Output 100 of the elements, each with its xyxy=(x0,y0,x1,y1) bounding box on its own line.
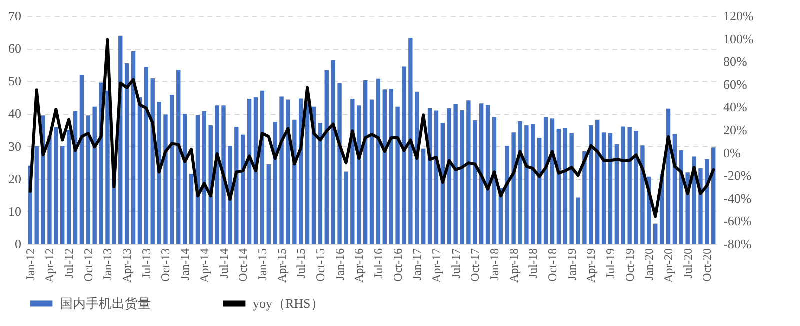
bar xyxy=(396,106,400,244)
bar xyxy=(582,151,587,244)
x-tick-label: Jan-16 xyxy=(332,248,347,280)
y-tick-label: 30 xyxy=(8,138,22,154)
bar xyxy=(602,132,606,244)
bar xyxy=(447,108,452,244)
bar xyxy=(531,124,536,244)
x-tick-label: Jan-12 xyxy=(23,248,38,280)
bar xyxy=(106,90,110,244)
y-tick-label: 50 xyxy=(8,74,22,89)
bar xyxy=(382,90,387,244)
x-tick-label: Jul-19 xyxy=(603,248,618,278)
bar xyxy=(421,148,426,244)
bar xyxy=(54,127,58,244)
y-tick-label: 60 xyxy=(8,41,22,56)
bar xyxy=(376,78,381,244)
bar xyxy=(486,105,490,244)
x-tick-label: Apr-18 xyxy=(506,248,521,283)
bar xyxy=(621,126,626,244)
y2-tick-label: -20% xyxy=(724,168,752,184)
y-tick-label: 40 xyxy=(8,106,22,122)
bar xyxy=(266,164,271,244)
bar xyxy=(331,60,336,244)
bar xyxy=(189,174,194,244)
x-tick-label: Jul-20 xyxy=(680,248,695,278)
y-tick-label: 0 xyxy=(15,236,22,252)
x-tick-label: Oct-18 xyxy=(545,248,560,282)
y-tick-label: 10 xyxy=(8,204,22,219)
bar xyxy=(273,122,278,244)
bar xyxy=(408,38,413,244)
bar xyxy=(596,120,600,244)
bar xyxy=(324,70,329,244)
bar xyxy=(370,100,374,244)
x-tick-label: Apr-19 xyxy=(584,248,598,283)
bar xyxy=(589,125,594,244)
bar xyxy=(222,106,226,244)
bar xyxy=(576,198,580,244)
legend-label: 国内手机出货量 xyxy=(60,296,151,311)
x-tick-label: Apr-20 xyxy=(661,248,676,283)
y2-tick-label: 0% xyxy=(724,145,741,160)
x-tick-label: Jul-15 xyxy=(294,248,308,278)
bar xyxy=(634,130,638,244)
bar xyxy=(170,95,174,244)
y-tick-label: 70 xyxy=(8,8,22,24)
y2-tick-label: 40% xyxy=(724,100,748,115)
x-tick-label: Jul-18 xyxy=(526,248,540,278)
x-tick-label: Apr-17 xyxy=(429,248,444,283)
bar xyxy=(544,117,548,244)
x-tick-label: Oct-16 xyxy=(390,248,405,282)
bar xyxy=(614,144,620,244)
x-tick-label: Jul-17 xyxy=(448,248,463,278)
bar xyxy=(48,136,52,244)
bar xyxy=(164,114,168,244)
x-tick-label: Apr-13 xyxy=(120,248,134,283)
bar xyxy=(280,96,284,244)
bar xyxy=(512,132,516,244)
y2-tick-label: -60% xyxy=(724,214,752,229)
bar xyxy=(363,80,368,244)
x-tick-label: Oct-14 xyxy=(236,248,250,282)
bar xyxy=(712,148,716,244)
x-tick-label: Jan-13 xyxy=(100,248,115,280)
bar xyxy=(138,97,142,244)
x-tick-label: Apr-12 xyxy=(42,248,57,283)
x-tick-label: Jan-15 xyxy=(255,248,270,280)
bar xyxy=(479,104,484,244)
bar xyxy=(466,100,471,244)
bar xyxy=(570,133,574,244)
bar xyxy=(524,125,529,244)
bar xyxy=(215,106,220,244)
x-tick-label: Oct-13 xyxy=(158,248,173,282)
y2-tick-label: 120% xyxy=(724,8,754,24)
y-tick-label: 20 xyxy=(8,171,22,186)
line-series xyxy=(28,38,716,218)
x-tick-label: Apr-15 xyxy=(274,248,289,283)
bar xyxy=(247,99,252,244)
y2-tick-label: 60% xyxy=(724,76,748,92)
bar xyxy=(124,64,130,244)
bar xyxy=(608,133,613,244)
bar xyxy=(402,66,406,244)
bar xyxy=(556,129,562,244)
bar xyxy=(473,120,478,244)
bar xyxy=(434,110,439,244)
bar xyxy=(640,146,645,244)
y2-tick-label: 80% xyxy=(724,54,748,70)
bar xyxy=(344,172,348,244)
y2-tick-label: -80% xyxy=(724,236,752,252)
bar xyxy=(240,134,246,244)
x-tick-label: Oct-20 xyxy=(700,248,714,282)
bar xyxy=(34,146,39,244)
bar xyxy=(454,104,458,244)
x-tick-label: Jan-20 xyxy=(642,248,656,280)
x-tick-label: Jul-14 xyxy=(216,248,231,278)
y2-tick-label: 20% xyxy=(724,122,748,138)
x-tick-label: Jul-16 xyxy=(371,248,386,278)
x-tick-label: Oct-15 xyxy=(313,248,328,282)
bar xyxy=(460,110,464,244)
bar xyxy=(628,127,632,244)
x-tick-label: Jan-14 xyxy=(178,248,192,280)
bar xyxy=(318,123,323,244)
bar xyxy=(338,83,342,244)
